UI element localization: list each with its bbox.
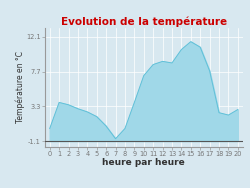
Title: Evolution de la température: Evolution de la température <box>61 17 227 27</box>
Y-axis label: Température en °C: Température en °C <box>15 52 25 123</box>
X-axis label: heure par heure: heure par heure <box>102 158 185 167</box>
